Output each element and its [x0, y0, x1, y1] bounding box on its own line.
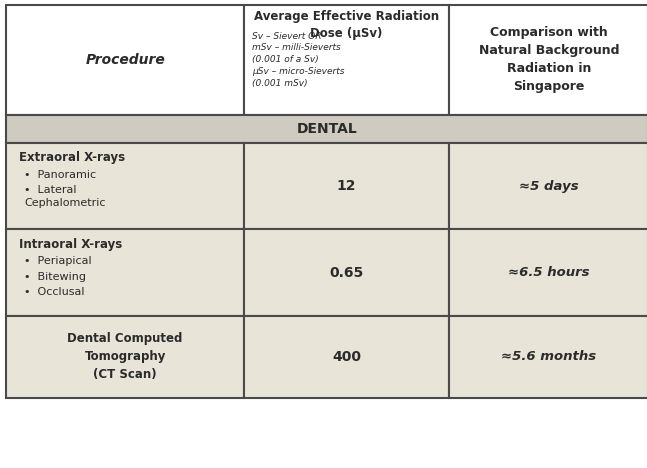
- Text: •  Bitewing: • Bitewing: [25, 272, 87, 282]
- Text: ≈5 days: ≈5 days: [519, 180, 578, 192]
- Text: Extraoral X-rays: Extraoral X-rays: [19, 151, 126, 164]
- Bar: [6, 5, 244, 115]
- Text: •  Lateral
Cephalometric: • Lateral Cephalometric: [25, 185, 106, 208]
- Bar: [450, 5, 647, 115]
- Bar: [6, 316, 244, 398]
- Text: Intraoral X-rays: Intraoral X-rays: [19, 238, 122, 251]
- Bar: [244, 5, 450, 115]
- Bar: [6, 229, 244, 316]
- Text: •  Occlusal: • Occlusal: [25, 287, 85, 297]
- Bar: [6, 115, 647, 143]
- Text: •  Periapical: • Periapical: [25, 256, 92, 266]
- Text: DENTAL: DENTAL: [297, 122, 358, 136]
- Text: ≈5.6 months: ≈5.6 months: [501, 351, 597, 363]
- Bar: [244, 143, 450, 229]
- Bar: [244, 316, 450, 398]
- Bar: [450, 143, 647, 229]
- Bar: [450, 229, 647, 316]
- Text: ≈6.5 hours: ≈6.5 hours: [508, 266, 589, 279]
- Text: •  Panoramic: • Panoramic: [25, 170, 96, 180]
- Text: 0.65: 0.65: [329, 266, 364, 279]
- Text: Sv – Sievert OR
mSv – milli-Sieverts
(0.001 of a Sv)
μSv – micro-Sieverts
(0.001: Sv – Sievert OR mSv – milli-Sieverts (0.…: [252, 31, 344, 88]
- Text: Procedure: Procedure: [85, 53, 165, 66]
- Bar: [6, 143, 244, 229]
- Bar: [450, 316, 647, 398]
- Text: Comparison with
Natural Background
Radiation in
Singapore: Comparison with Natural Background Radia…: [479, 26, 619, 93]
- Text: Dental Computed
Tomography
(CT Scan): Dental Computed Tomography (CT Scan): [67, 332, 183, 381]
- Bar: [244, 229, 450, 316]
- Text: Average Effective Radiation
Dose (μSv): Average Effective Radiation Dose (μSv): [254, 10, 439, 40]
- Text: 400: 400: [332, 350, 361, 364]
- Text: 12: 12: [337, 179, 356, 193]
